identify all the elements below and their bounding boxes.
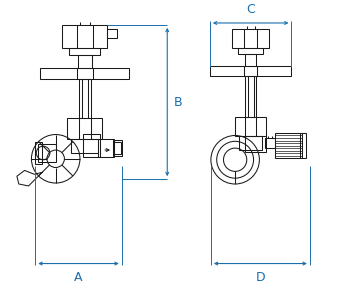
Bar [265,138,275,148]
Bar [63,25,107,48]
Bar [98,139,114,157]
Bar [245,76,257,117]
Bar [69,48,100,55]
Bar [71,139,98,153]
Bar [35,142,42,164]
Bar [235,117,266,137]
Bar [245,137,266,152]
Bar [78,55,92,68]
Bar [210,66,292,76]
Bar [38,144,56,162]
Bar [300,132,306,158]
Bar [232,29,269,48]
Bar [79,79,91,118]
Bar [107,29,117,37]
Bar [245,54,257,66]
Bar [239,137,262,150]
Text: A: A [74,271,83,284]
Bar [275,132,302,158]
Bar [113,140,122,156]
Bar [67,118,102,139]
Bar [40,68,130,79]
Bar [83,134,100,157]
Text: D: D [256,271,265,284]
Text: B: B [174,96,183,109]
Bar [238,48,263,54]
Bar [114,142,121,154]
Text: C: C [246,3,255,16]
